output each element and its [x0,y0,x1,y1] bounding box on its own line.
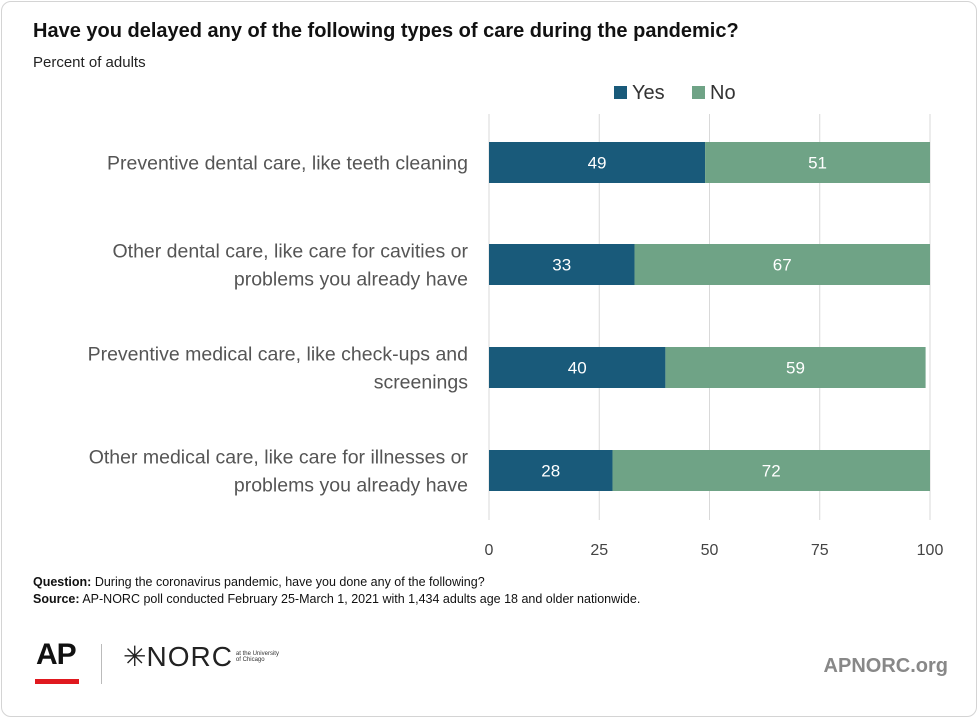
x-tick-label-75: 75 [811,542,829,559]
ap-logo-underline [35,679,79,684]
norc-logo-subtext: at the University of Chicago [235,651,279,663]
bar-yes-3 [489,347,666,388]
data-label-no-1: 51 [808,154,827,173]
question-note: Question: During the coronavirus pandemi… [33,574,640,591]
category-label-1-line-1: Preventive dental care, like teeth clean… [107,153,468,175]
x-tick-label-100: 100 [917,542,944,559]
chart-notes: Question: During the coronavirus pandemi… [33,574,640,608]
data-label-yes-1: 49 [588,154,607,173]
question-label: Question: [33,575,92,589]
data-label-yes-4: 28 [541,462,560,481]
legend-swatch-no [692,86,705,99]
source-note: Source: AP-NORC poll conducted February … [33,591,640,608]
bar-yes-1 [489,142,706,183]
chart-title: Have you delayed any of the following ty… [33,20,739,42]
legend-label-yes: Yes [632,82,665,104]
bar-no-2 [634,244,930,285]
x-tick-label-50: 50 [701,542,719,559]
logo-divider [101,644,102,684]
category-label-4-line-1: Other medical care, like care for illnes… [89,447,469,469]
category-label-3-line-1: Preventive medical care, like check-ups … [88,344,468,366]
question-text: During the coronavirus pandemic, have yo… [91,575,485,589]
bar-yes-4 [489,450,613,491]
chart-subtitle: Percent of adults [33,54,146,71]
category-label-3-line-2: screenings [374,372,469,394]
data-label-no-3: 59 [786,359,805,378]
norc-star-icon: ✳ [123,641,147,672]
bar-no-4 [612,450,930,491]
norc-logo-text: NORC [146,641,233,672]
category-label-2-line-1: Other dental care, like care for cavitie… [113,241,469,263]
source-text: AP-NORC poll conducted February 25-March… [79,592,641,606]
category-label-4-line-2: problems you already have [234,475,468,497]
data-label-no-4: 72 [762,462,781,481]
x-tick-label-0: 0 [485,542,494,559]
bar-no-1 [705,142,930,183]
bar-no-3 [665,347,926,388]
data-label-yes-2: 33 [552,256,571,275]
legend-label-no: No [710,82,736,104]
ap-logo: AP [36,638,77,671]
stacked-bar-chart: 0 25 50 75 100 Yes No 49 51 Preventive dental car… [88,82,944,559]
source-label: Source: [33,592,80,606]
x-tick-label-25: 25 [590,542,608,559]
data-label-no-2: 67 [773,256,792,275]
category-label-2-line-2: problems you already have [234,269,468,291]
site-link[interactable]: APNORC.org [823,655,948,677]
norc-logo: ✳ NORC at the University of Chicago [123,640,280,674]
bar-yes-2 [489,244,635,285]
legend-swatch-yes [614,86,627,99]
data-label-yes-3: 40 [568,359,587,378]
